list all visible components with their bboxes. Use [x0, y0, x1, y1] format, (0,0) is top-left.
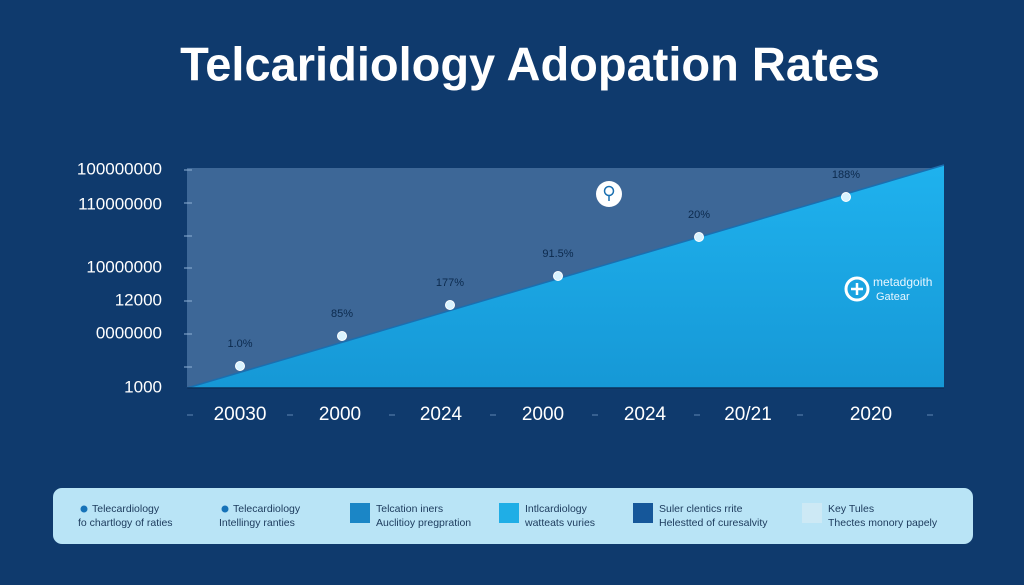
point: [841, 192, 851, 202]
point-label: 20%: [688, 209, 710, 221]
x-axis-label: 20030: [214, 404, 267, 425]
x-axis-label: 20/21: [724, 404, 772, 425]
legend-marker: [221, 505, 229, 513]
point: [694, 232, 704, 242]
y-axis-label: 1000: [124, 377, 162, 396]
point: [445, 300, 455, 310]
legend-text: fo chartlogy of raties: [78, 517, 173, 529]
y-axis-label: 0000000: [96, 323, 162, 342]
trend-line: [186, 164, 945, 389]
y-axis-label: 100000000: [77, 159, 162, 178]
bulb-icon: [596, 181, 622, 207]
y-axis-label: 10000000: [86, 257, 162, 276]
legend-text: Intlcardiology: [525, 503, 588, 515]
point-label: 85%: [331, 308, 353, 320]
legend-text: Suler clentics rrite: [659, 503, 743, 515]
point-label: 91.5%: [542, 248, 573, 260]
point-label: 1.0%: [227, 338, 252, 350]
legend-marker: [80, 505, 88, 513]
x-axis-label: 2000: [319, 404, 361, 425]
legend-text: watteats vuries: [524, 517, 595, 529]
annotation-text: metadgoith: [873, 275, 932, 289]
legend-text: Auclitioy pregpration: [376, 517, 471, 529]
point: [235, 361, 245, 371]
legend-text: Intellingy ranties: [219, 517, 295, 529]
annotation-logo: [844, 276, 870, 302]
title: Telcaridiology Adopation Rates: [180, 37, 880, 90]
legend-text: Key Tules: [828, 503, 874, 515]
y-axis-label: 110000000: [78, 194, 162, 213]
x-axis-label: 2024: [624, 404, 667, 425]
legend-marker: [633, 503, 653, 523]
legend-text: Telecardiology: [92, 503, 160, 515]
legend-text: Telecardiology: [233, 503, 301, 515]
point-label: 177%: [436, 277, 464, 289]
point: [553, 271, 563, 281]
y-axis-label: 12000: [115, 290, 162, 309]
legend-marker: [350, 503, 370, 523]
legend-marker: [499, 503, 519, 523]
legend-text: Telcation iners: [376, 503, 443, 515]
legend-text: Helestted of curesalvity: [659, 517, 768, 529]
x-axis-label: 2020: [850, 404, 892, 425]
legend-marker: [802, 503, 822, 523]
x-axis-label: 2024: [420, 404, 463, 425]
point-label: 188%: [832, 169, 860, 181]
point: [337, 331, 347, 341]
x-axis-label: 2000: [522, 404, 564, 425]
legend-text: Thectes monory papely: [828, 517, 938, 529]
annotation-text: Gatear: [876, 291, 910, 303]
